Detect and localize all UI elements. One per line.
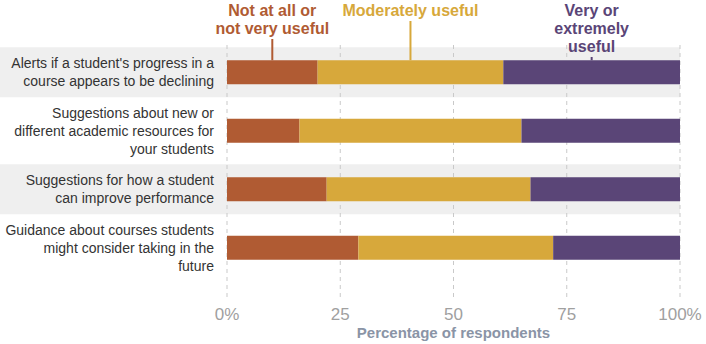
legend-label: Very orextremelyuseful [554,2,629,55]
legend-pointer [409,21,411,60]
chart: 0% 25 50 75 100% Percentage of respondents Ale… [0,0,706,344]
bar [503,60,680,84]
legend-pointer [591,57,593,60]
bar [227,236,358,260]
text-line: not very useful [215,20,329,37]
legend-label: Moderately useful [342,2,478,19]
text-line: Moderately useful [342,2,478,19]
bar [358,236,553,260]
tick-label: 50 [444,305,463,324]
text-line: Guidance about courses students [5,222,214,238]
text-line: might consider taking in the [44,240,215,256]
category-label: Suggestions about new or different academ… [14,105,214,157]
bar [227,60,318,84]
bar [227,119,299,143]
bar [227,177,327,201]
axis-title: Percentage of respondents [357,324,550,341]
text-line: different academic resources for [14,123,214,139]
bar [299,119,521,143]
text-line: course appears to be declining [23,73,214,89]
tick-label: 100% [658,305,701,324]
text-line: your students [130,141,214,157]
legend-pointer [271,39,273,60]
legend-label: Not at all ornot very useful [215,2,329,37]
text-line: can improve performance [55,190,214,206]
category-label: Suggestions for how a student can improve… [26,172,215,206]
category-label: Alerts if a student's progress in a cours… [11,55,214,89]
text-line: useful [568,38,615,55]
bar [327,177,531,201]
tick-label: 25 [331,305,350,324]
bar [318,60,504,84]
tick-label: 75 [557,305,576,324]
text-line: Alerts if a student's progress in a [11,55,214,71]
text-line: future [178,258,214,274]
text-line: Very or [565,2,619,19]
text-line: extremely [554,20,629,37]
bar [553,236,680,260]
bar [531,177,680,201]
text-line: Suggestions for how a student [26,172,214,188]
category-label: Guidance about courses students might con… [5,222,214,274]
tick-label: 0% [215,305,240,324]
text-line: Suggestions about new or [52,105,214,121]
bar [521,119,680,143]
text-line: Not at all or [228,2,316,19]
